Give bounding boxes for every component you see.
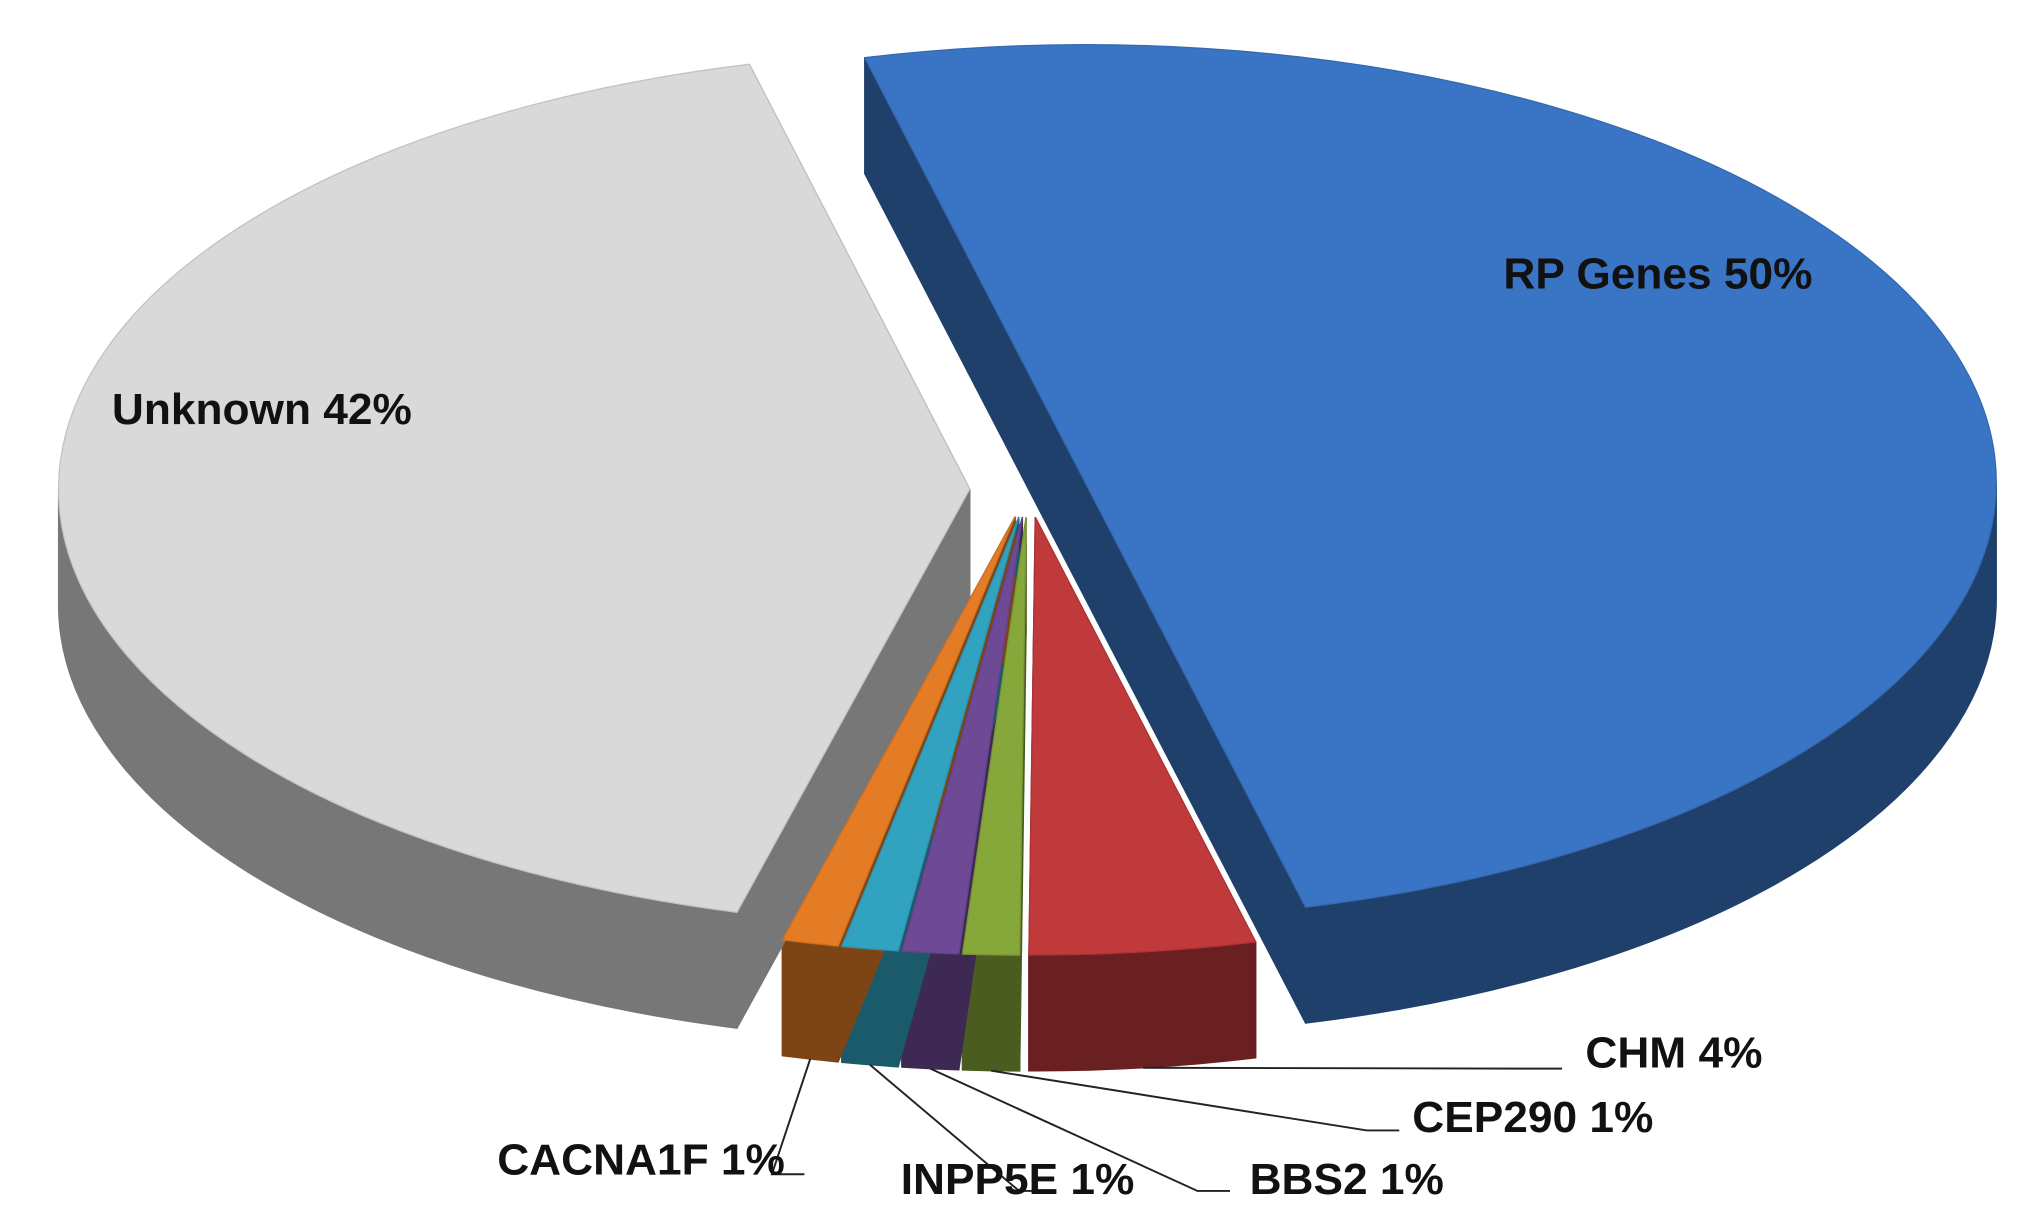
- leader-line: [770, 1058, 812, 1176]
- slice-outer-side: [1028, 941, 1257, 1072]
- slice-label-value: 42%: [323, 385, 412, 434]
- slice-label: BBS2 1%: [1250, 1155, 1444, 1204]
- slice-label-name: INPP5E: [901, 1155, 1058, 1204]
- slice-label-value: 1%: [1380, 1155, 1444, 1204]
- labels: RP Genes 50%CHM 4%CEP290 1%BBS2 1%INPP5E…: [112, 250, 1813, 1204]
- slice-outer-side: [781, 939, 839, 1063]
- pie-slice: [781, 516, 1016, 947]
- slice-label-value: 4%: [1698, 1029, 1762, 1078]
- slice-label-name: RP Genes: [1503, 250, 1711, 299]
- pie-slice: [1028, 516, 1257, 956]
- slice-label-value: 50%: [1724, 250, 1813, 299]
- slice-label-name: BBS2: [1250, 1155, 1368, 1204]
- slice-label-name: CHM: [1585, 1029, 1686, 1078]
- slice-label-name: Unknown: [112, 385, 311, 434]
- leader-line: [929, 1067, 1231, 1192]
- pie-slice: [57, 63, 971, 913]
- leader-line: [869, 1064, 1052, 1192]
- leader-line: [990, 1069, 1400, 1132]
- pie-slice: [840, 516, 1020, 952]
- slice-label: CHM 4%: [1585, 1029, 1762, 1078]
- slice-tops: [57, 44, 1997, 956]
- slice-label: Unknown 42%: [112, 385, 412, 434]
- slice-label: CACNA1F 1%: [497, 1135, 785, 1184]
- leader-line: [1143, 1066, 1562, 1070]
- slice-label-name: CEP290: [1412, 1093, 1577, 1142]
- pie-slice: [961, 517, 1027, 956]
- slice-label-value: 1%: [1070, 1155, 1134, 1204]
- pie-slice: [863, 44, 1997, 908]
- slice-label: CEP290 1%: [1412, 1093, 1653, 1142]
- slice-label: INPP5E 1%: [901, 1155, 1135, 1204]
- slice-label-value: 1%: [1589, 1093, 1653, 1142]
- slice-label-value: 1%: [721, 1135, 785, 1184]
- pie-slice: [901, 517, 1024, 955]
- slice-label: RP Genes 50%: [1503, 250, 1812, 299]
- slice-label-name: CACNA1F: [497, 1135, 708, 1184]
